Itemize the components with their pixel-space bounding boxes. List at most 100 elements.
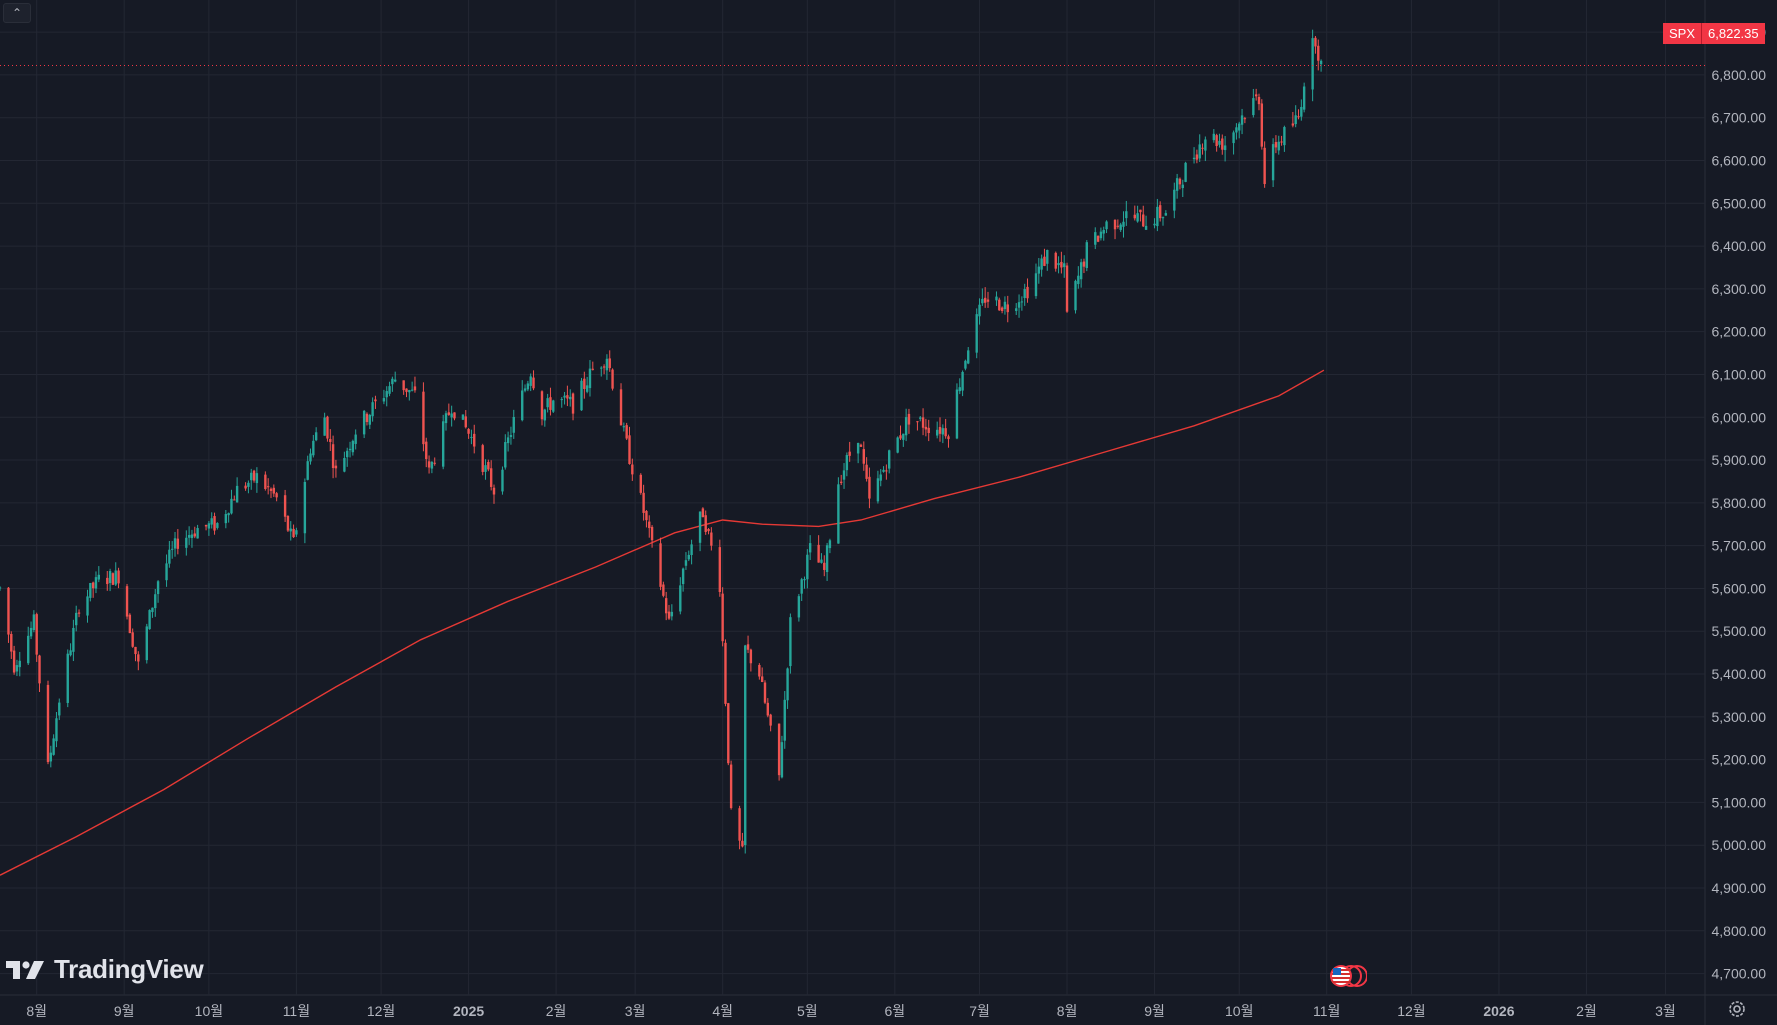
candle: [156, 580, 160, 603]
candle: [504, 434, 507, 470]
candle-body: [283, 495, 287, 517]
candle-body: [1302, 86, 1306, 110]
candle-body: [213, 516, 216, 531]
candle-body: [464, 416, 467, 428]
candle: [916, 421, 919, 431]
candle-body: [1065, 265, 1069, 312]
candle-body: [605, 358, 609, 371]
candle-body: [769, 714, 772, 726]
candle: [521, 380, 524, 422]
tradingview-logo[interactable]: TradingView: [6, 954, 204, 985]
candle-body: [1156, 206, 1159, 227]
candle-body: [207, 523, 211, 529]
candle-body: [1158, 205, 1162, 219]
y-tick-label: 6,800.00: [1712, 67, 1767, 83]
candle-body: [86, 596, 89, 616]
candle-body: [749, 649, 753, 664]
x-tick-label: 5월: [797, 1003, 818, 1019]
candle-body: [1023, 289, 1026, 299]
candle: [114, 562, 117, 587]
candle-body: [1034, 273, 1038, 297]
candle: [1113, 219, 1117, 240]
us-flag-icon[interactable]: [1327, 964, 1367, 988]
candle: [49, 745, 53, 768]
candle-body: [187, 535, 191, 538]
candle: [1000, 306, 1004, 314]
candle-body: [492, 487, 496, 495]
candle-body: [738, 808, 741, 841]
candle-body: [868, 476, 871, 499]
candle-body: [1280, 141, 1283, 143]
candle-body: [569, 396, 572, 400]
collapse-button[interactable]: ⌃: [3, 3, 31, 23]
candle-body: [521, 390, 524, 421]
candle-body: [433, 462, 436, 464]
candle-body: [487, 461, 490, 470]
candle-body: [473, 433, 476, 447]
candle: [642, 484, 645, 521]
candle: [489, 460, 493, 491]
candle-body: [441, 421, 445, 467]
candle: [388, 381, 391, 397]
candle: [441, 414, 445, 470]
candle: [1192, 147, 1196, 164]
candle-body: [1198, 144, 1201, 159]
time-axis[interactable]: 8월 9월 10월 11월 12월 2025 2월 3월 4월 5월 6월 7월 8월 9월 10월 11월 1…: [26, 1003, 1675, 1019]
x-tick-label: 4월: [712, 1003, 733, 1019]
candle-body: [168, 549, 171, 564]
candle: [1201, 143, 1204, 155]
candle: [1294, 105, 1297, 128]
candle-body: [600, 367, 603, 369]
candle-body: [944, 428, 947, 437]
candle-body: [250, 472, 253, 481]
candle-body: [540, 391, 544, 420]
candle-body: [1319, 60, 1323, 65]
candle-body: [137, 654, 140, 662]
candle-body: [927, 427, 930, 434]
x-tick-label: 3월: [625, 1003, 646, 1019]
y-tick-label: 6,200.00: [1712, 324, 1767, 340]
candle: [958, 378, 961, 395]
candle: [1212, 129, 1216, 143]
gear-icon[interactable]: [1726, 998, 1748, 1020]
candle-body: [1015, 308, 1018, 311]
candle: [393, 371, 397, 383]
candle-body: [650, 526, 654, 541]
candle: [1023, 283, 1026, 306]
candle-body: [958, 387, 961, 392]
x-tick-label: 9월: [1144, 1003, 1165, 1019]
candle-body: [94, 577, 98, 589]
candle: [108, 568, 112, 592]
candle: [55, 712, 58, 748]
candle: [444, 410, 448, 431]
candle-body: [1040, 258, 1043, 270]
candle: [605, 354, 609, 380]
candle-body: [1294, 115, 1297, 125]
candle: [1079, 258, 1083, 288]
candle-body: [955, 389, 959, 439]
candle-body: [97, 574, 100, 580]
candle-body: [77, 612, 81, 614]
candle: [1037, 258, 1041, 284]
candle-body: [306, 461, 309, 480]
candle-body: [1099, 231, 1103, 239]
candle: [283, 489, 287, 522]
candle-body: [408, 390, 411, 393]
candle-body: [628, 435, 631, 464]
candle: [1119, 222, 1122, 232]
candle: [600, 366, 603, 377]
candle: [882, 466, 885, 473]
candle-body: [1153, 223, 1156, 226]
candle: [1015, 303, 1018, 315]
candle-body: [111, 573, 115, 585]
candle: [413, 376, 417, 393]
candle: [91, 581, 95, 598]
candle: [935, 421, 939, 439]
price-axis[interactable]: 4,700.00 4,800.00 4,900.00 5,000.00 5,100.00…: [1712, 24, 1767, 982]
candle: [986, 291, 990, 308]
candle: [343, 451, 346, 473]
candle: [331, 435, 335, 479]
candle-body: [777, 723, 781, 776]
candle: [659, 537, 662, 591]
